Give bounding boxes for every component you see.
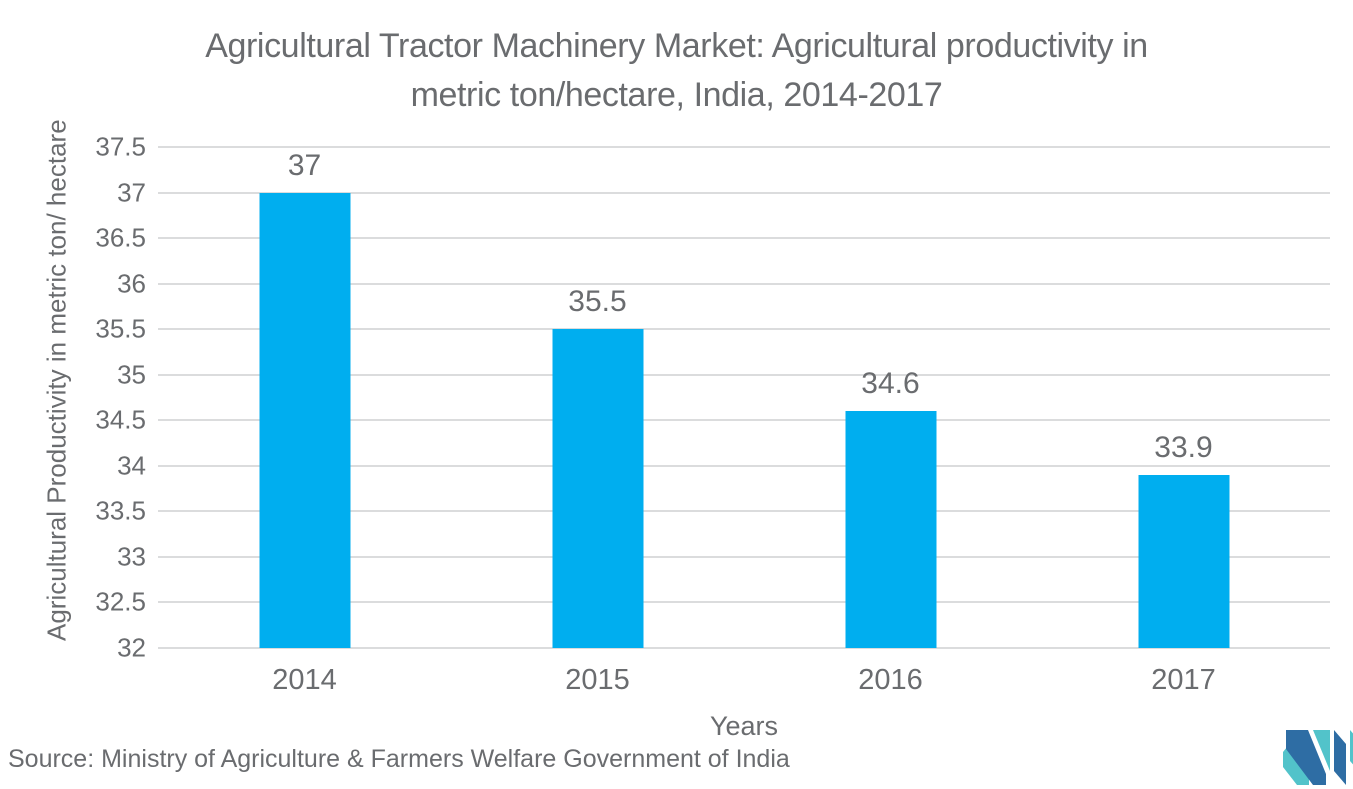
bar-2015	[552, 329, 643, 648]
gridline	[158, 510, 1330, 513]
y-tick-label: 34	[117, 450, 146, 481]
bar-value-label: 35.5	[568, 285, 627, 319]
logo-shape-teal-middle	[1313, 730, 1330, 771]
x-axis-title: Years	[709, 711, 779, 741]
x-tick-label: 2014	[272, 664, 337, 696]
gridline	[158, 464, 1330, 467]
x-tick-label: 2016	[858, 664, 923, 696]
bar-value-label: 34.6	[861, 367, 920, 401]
bar-cell: 35.5	[451, 147, 744, 648]
bar-value-label: 33.9	[1154, 430, 1213, 464]
plot-area: 37 35.5 34.6 33.9	[158, 146, 1330, 649]
x-tick-label: 2015	[565, 664, 630, 696]
mordor-intelligence-logo	[1283, 730, 1353, 785]
gridlines	[158, 146, 1330, 649]
y-tick-labels: 37.5 37 36.5 36 35.5 35 34.5 34 33.5 33 32.5 32	[0, 132, 146, 663]
logo-shape-blue-left	[1286, 730, 1326, 785]
bar-2016	[845, 411, 936, 648]
chart-title: Agricultural Tractor Machinery Market: A…	[205, 27, 1148, 114]
gridline	[158, 191, 1330, 194]
gridline	[158, 146, 1330, 148]
x-tick-label: 2017	[1151, 664, 1216, 696]
gridline	[158, 647, 1330, 649]
gridline	[158, 282, 1330, 285]
y-tick-label: 35	[117, 359, 146, 390]
logo-shape-blue-right	[1334, 730, 1346, 785]
y-tick-label: 37	[117, 177, 146, 208]
gridline	[158, 601, 1330, 604]
bar-2017	[1138, 474, 1229, 648]
y-tick-label: 32.5	[95, 586, 146, 617]
gridline	[158, 555, 1330, 558]
source-note: Source: Ministry of Agriculture & Farmer…	[8, 745, 790, 773]
y-tick-label: 35.5	[95, 313, 146, 344]
logo-shape-teal-right	[1350, 730, 1353, 765]
x-tick-labels: 2014 2015 2016 2017	[158, 664, 1330, 697]
y-tick-label: 33	[117, 541, 146, 572]
y-tick-label: 32	[117, 632, 146, 663]
bars-layer: 37 35.5 34.6 33.9	[158, 147, 1330, 648]
y-tick-label: 33.5	[95, 495, 146, 526]
bar-2014	[259, 192, 350, 648]
y-tick-label: 34.5	[95, 404, 146, 435]
gridline	[158, 419, 1330, 422]
y-tick-label: 36.5	[95, 222, 146, 253]
gridline	[158, 237, 1330, 240]
y-tick-label: 36	[117, 268, 146, 299]
bar-value-label: 37	[287, 148, 322, 182]
y-tick-label: 37.5	[95, 131, 146, 162]
gridline	[158, 328, 1330, 331]
bar-cell: 33.9	[1037, 147, 1330, 648]
gridline	[158, 373, 1330, 376]
bar-cell: 37	[158, 147, 451, 648]
bar-cell: 34.6	[744, 147, 1037, 648]
